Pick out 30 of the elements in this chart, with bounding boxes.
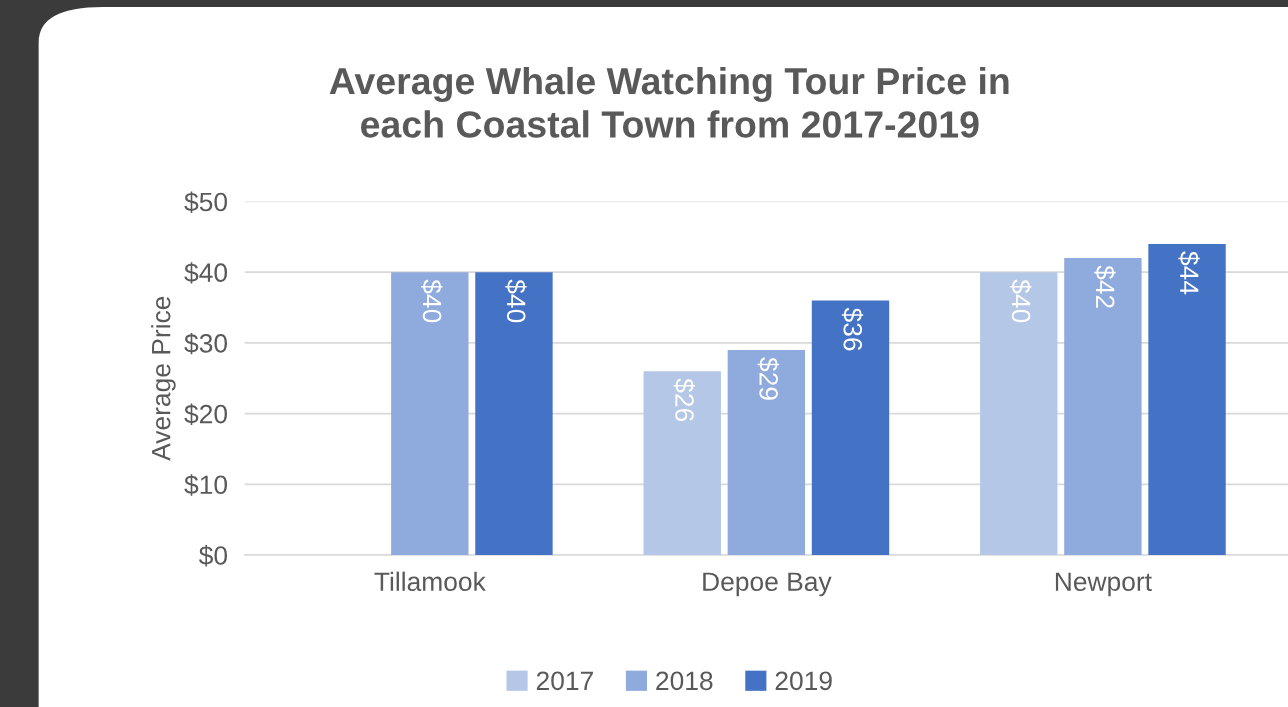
x-tick-label: Newport (1055, 572, 1152, 597)
x-tick-label: Depoe Bay (703, 572, 832, 597)
data-label: $36 (841, 307, 864, 351)
data-label: $40 (1010, 279, 1032, 323)
y-tick-label: $10 (184, 474, 228, 496)
data-label: $42 (1094, 265, 1116, 308)
bar (980, 272, 1058, 555)
y-tick-label: $40 (184, 262, 228, 284)
bar (1064, 258, 1142, 555)
y-tick-label: $0 (198, 545, 228, 567)
legend-label: 2019 (775, 671, 832, 691)
y-tick-label: $50 (184, 191, 228, 213)
legend-label: 2018 (656, 671, 713, 691)
data-label: $40 (505, 279, 527, 323)
legend-label: 2017 (536, 671, 593, 691)
bar (727, 349, 806, 555)
bar (475, 272, 553, 555)
bar (391, 272, 469, 555)
x-tick-label: Tillamook (374, 571, 486, 592)
data-label: $26 (673, 378, 695, 422)
data-label: $44 (1178, 251, 1200, 295)
bar (1148, 243, 1226, 555)
bar (811, 300, 890, 555)
chart-title: Average Whale Watching Tour Price in each Coastal Town from 2017-2019 (329, 66, 1009, 138)
y-tick-label: $20 (184, 403, 228, 425)
y-axis-title: Average Price (151, 296, 176, 461)
data-label: $40 (421, 279, 443, 323)
data-label: $29 (757, 357, 780, 400)
y-tick-label: $30 (184, 332, 228, 355)
bar (643, 371, 721, 555)
